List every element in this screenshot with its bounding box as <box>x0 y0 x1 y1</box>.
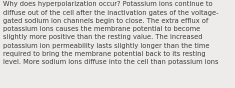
Text: Why does hyperpolarization occur? Potassium ions continue to
diffuse out of the : Why does hyperpolarization occur? Potass… <box>3 1 218 65</box>
